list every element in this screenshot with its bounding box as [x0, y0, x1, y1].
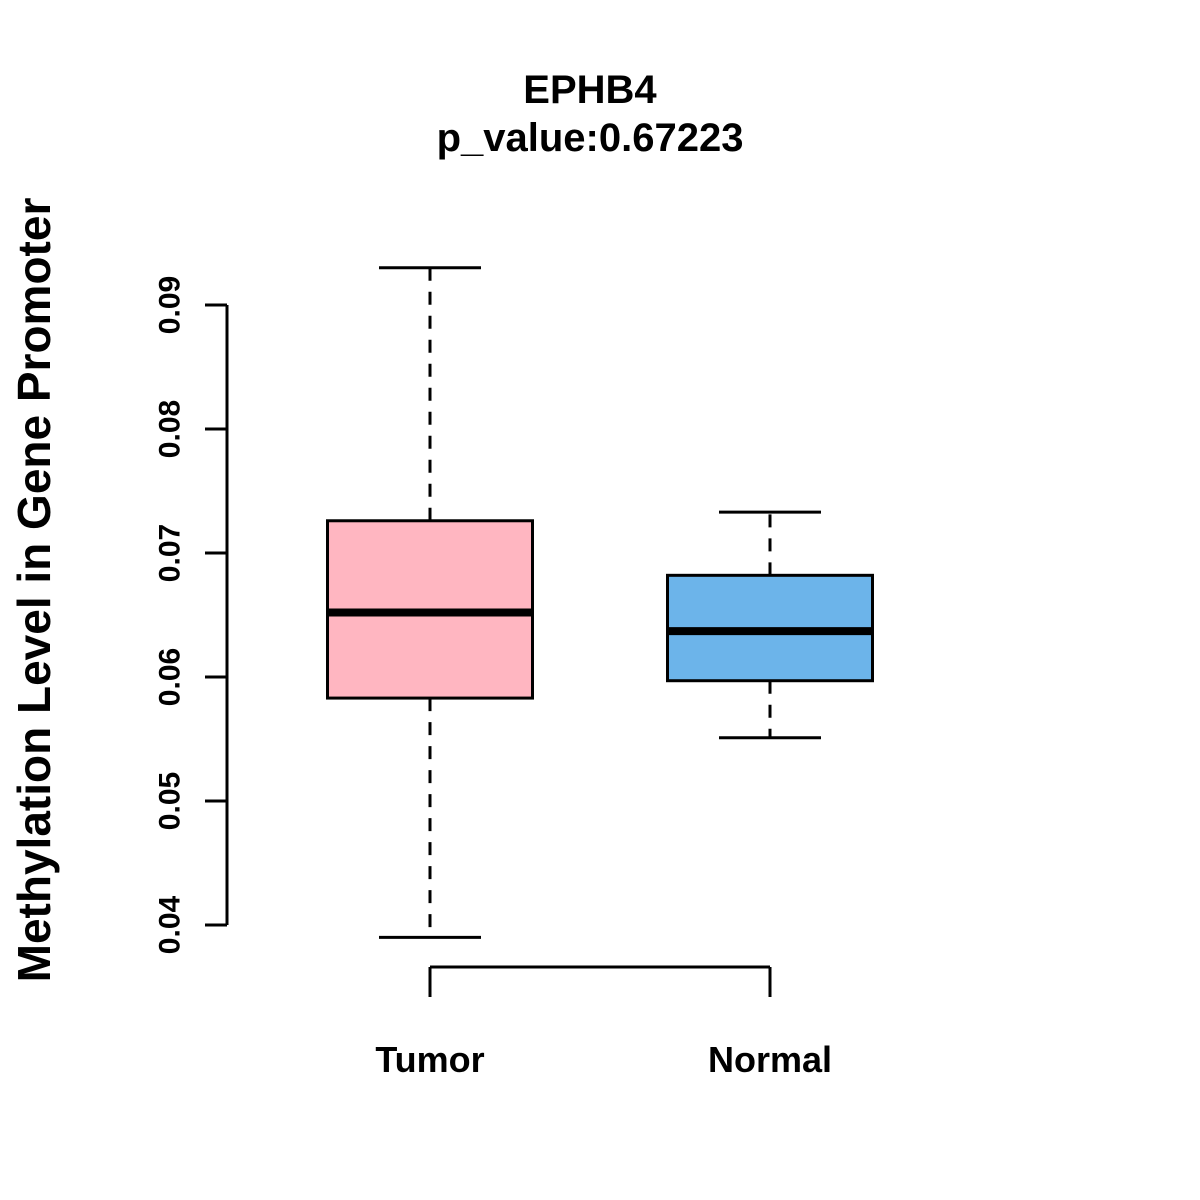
y-tick-label: 0.08: [154, 400, 187, 458]
y-tick-label: 0.05: [154, 772, 187, 830]
y-tick-label: 0.07: [154, 524, 187, 582]
y-tick-label: 0.09: [154, 276, 187, 334]
x-label-normal: Normal: [708, 1039, 832, 1080]
chart-title: EPHB4: [523, 68, 657, 112]
chart-subtitle: p_value:0.67223: [436, 116, 744, 160]
y-tick-label: 0.04: [154, 895, 187, 954]
x-label-tumor: Tumor: [375, 1039, 484, 1080]
y-tick-label: 0.06: [154, 648, 187, 706]
